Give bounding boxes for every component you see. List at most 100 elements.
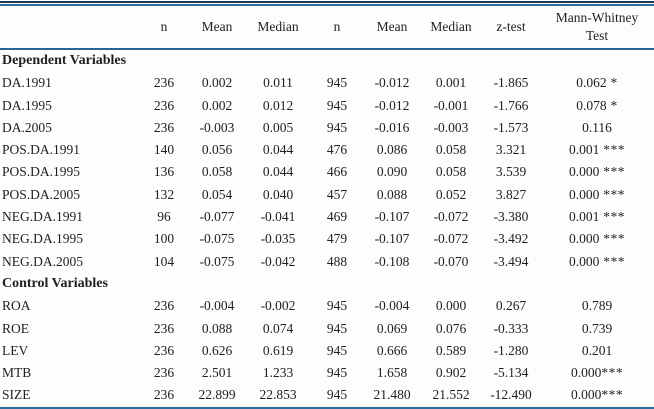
cell-mean2: 0.090 bbox=[376, 164, 408, 180]
cell-mean1: 0.002 bbox=[201, 75, 233, 91]
col-header-mean-sample2: Mean bbox=[364, 6, 420, 50]
cell-n2: 945 bbox=[326, 298, 348, 314]
mw-p-value: 0.001 bbox=[569, 142, 600, 158]
cell-n1: 140 bbox=[153, 142, 175, 158]
cell-n1: 236 bbox=[153, 365, 175, 381]
cell-median1: 0.005 bbox=[262, 119, 294, 135]
cell-n2: 488 bbox=[326, 253, 348, 269]
cell-median1: 0.619 bbox=[262, 342, 294, 358]
cell-mean2: 0.088 bbox=[376, 186, 408, 202]
cell-mann-whitney: 0.001 *** bbox=[540, 206, 654, 228]
table-row: NEG.DA.1991 96 -0.077 -0.041 469 -0.107 -0.072… bbox=[0, 206, 654, 228]
mw-p-value: 0.062 bbox=[576, 75, 607, 91]
cell-median1: 1.233 bbox=[262, 365, 294, 381]
cell-ztest: -5.134 bbox=[493, 365, 529, 381]
header-row: n Mean Median n Mean Median z-test Mann-… bbox=[0, 6, 654, 50]
cell-median2: -0.070 bbox=[433, 253, 469, 269]
cell-median1: -0.002 bbox=[260, 298, 296, 314]
cell-n2: 945 bbox=[326, 119, 348, 135]
cell-mann-whitney: 0.000 *** bbox=[540, 251, 654, 273]
cell-mean1: 0.056 bbox=[201, 142, 233, 158]
row-label: POS.DA.1991 bbox=[2, 142, 81, 158]
significance-stars: *** bbox=[601, 387, 624, 403]
cell-mean1: 0.088 bbox=[201, 320, 233, 336]
cell-n2: 945 bbox=[326, 365, 348, 381]
cell-mann-whitney: 0.000 *** bbox=[540, 228, 654, 250]
cell-n1: 236 bbox=[153, 119, 175, 135]
cell-n1: 236 bbox=[153, 97, 175, 113]
cell-mean1: -0.075 bbox=[199, 253, 235, 269]
cell-median1: 0.012 bbox=[262, 97, 294, 113]
cell-mean2: -0.004 bbox=[374, 298, 410, 314]
significance-stars: * bbox=[606, 97, 618, 113]
cell-ztest: 3.827 bbox=[495, 186, 527, 202]
mw-p-value: 0.201 bbox=[581, 342, 613, 358]
significance-stars: *** bbox=[599, 209, 625, 225]
cell-n2: 945 bbox=[326, 97, 348, 113]
col-header-n-sample1: n bbox=[140, 6, 188, 50]
cell-mann-whitney: 0.739 bbox=[540, 318, 654, 340]
cell-n1: 132 bbox=[153, 186, 175, 202]
table-row: POS.DA.1991 140 0.056 0.044 476 0.086 0.058 3.3… bbox=[0, 139, 654, 161]
cell-median2: 0.058 bbox=[435, 142, 467, 158]
cell-mean2: 0.086 bbox=[376, 142, 408, 158]
cell-n2: 945 bbox=[326, 75, 348, 91]
table-row: DA.1991 236 0.002 0.011 945 -0.012 0.001 -1.865… bbox=[0, 72, 654, 94]
cell-mean2: -0.012 bbox=[374, 97, 410, 113]
significance-stars: *** bbox=[599, 253, 625, 269]
row-label: ROA bbox=[2, 298, 31, 314]
table-row: DA.1995 236 0.002 0.012 945 -0.012 -0.001 -1.76… bbox=[0, 95, 654, 117]
row-label: DA.1995 bbox=[2, 97, 52, 113]
cell-median2: 0.902 bbox=[435, 365, 467, 381]
cell-mean1: 22.899 bbox=[198, 387, 236, 403]
table-row: ROE 236 0.088 0.074 945 0.069 0.076 -0.333 0.739 bbox=[0, 318, 654, 340]
cell-n2: 945 bbox=[326, 320, 348, 336]
cell-n2: 479 bbox=[326, 231, 348, 247]
col-header-mann-whitney: Mann-Whitney Test bbox=[540, 6, 654, 50]
cell-n1: 236 bbox=[153, 342, 175, 358]
table-body: Dependent Variables DA.1991 236 0.002 0.011 9… bbox=[0, 49, 654, 407]
table-row: LEV 236 0.626 0.619 945 0.666 0.589 -1.280 0.201 bbox=[0, 340, 654, 362]
table-bottom-rule bbox=[0, 406, 654, 409]
table-row: ROA 236 -0.004 -0.002 945 -0.004 0.000 0.267 0.7… bbox=[0, 295, 654, 317]
cell-ztest: -1.865 bbox=[493, 75, 529, 91]
row-label: DA.1991 bbox=[2, 75, 52, 91]
descriptive-statistics-table: n Mean Median n Mean Median z-test Mann-… bbox=[0, 6, 654, 407]
row-label: NEG.DA.1991 bbox=[2, 209, 83, 225]
col-header-mean-sample1: Mean bbox=[188, 6, 246, 50]
mw-p-value: 0.739 bbox=[581, 320, 613, 336]
cell-mann-whitney: 0.000*** bbox=[540, 384, 654, 406]
cell-median2: 21.552 bbox=[432, 387, 470, 403]
significance-stars: *** bbox=[599, 164, 625, 180]
mw-p-value: 0.078 bbox=[576, 97, 607, 113]
cell-ztest: 0.267 bbox=[495, 298, 527, 314]
col-header-median-sample2: Median bbox=[420, 6, 482, 50]
cell-ztest: 3.539 bbox=[495, 164, 527, 180]
col-header-median-sample1: Median bbox=[246, 6, 310, 50]
cell-median2: -0.003 bbox=[433, 119, 469, 135]
cell-n1: 236 bbox=[153, 298, 175, 314]
cell-ztest: -1.573 bbox=[493, 119, 529, 135]
cell-ztest: -12.490 bbox=[490, 387, 532, 403]
cell-mann-whitney: 0.000*** bbox=[540, 362, 654, 384]
cell-mean2: 0.069 bbox=[376, 320, 408, 336]
significance-stars: *** bbox=[599, 142, 625, 158]
cell-ztest: -3.492 bbox=[493, 231, 529, 247]
mw-p-value: 0.789 bbox=[581, 298, 613, 314]
cell-median1: 22.853 bbox=[259, 387, 297, 403]
row-label: POS.DA.2005 bbox=[2, 186, 81, 202]
significance-stars: *** bbox=[599, 186, 625, 202]
cell-ztest: 3.321 bbox=[495, 142, 527, 158]
section-title: Dependent Variables bbox=[2, 53, 127, 68]
row-label: SIZE bbox=[2, 387, 31, 403]
significance-stars: *** bbox=[601, 365, 624, 381]
cell-median1: 0.040 bbox=[262, 186, 294, 202]
cell-mean1: 0.626 bbox=[201, 342, 233, 358]
cell-mean1: -0.077 bbox=[199, 209, 235, 225]
mw-p-value: 0.000 bbox=[570, 387, 602, 403]
row-label: NEG.DA.1995 bbox=[2, 231, 83, 247]
cell-mann-whitney: 0.000 *** bbox=[540, 184, 654, 206]
cell-median1: -0.035 bbox=[260, 231, 296, 247]
cell-mean1: -0.003 bbox=[199, 119, 235, 135]
